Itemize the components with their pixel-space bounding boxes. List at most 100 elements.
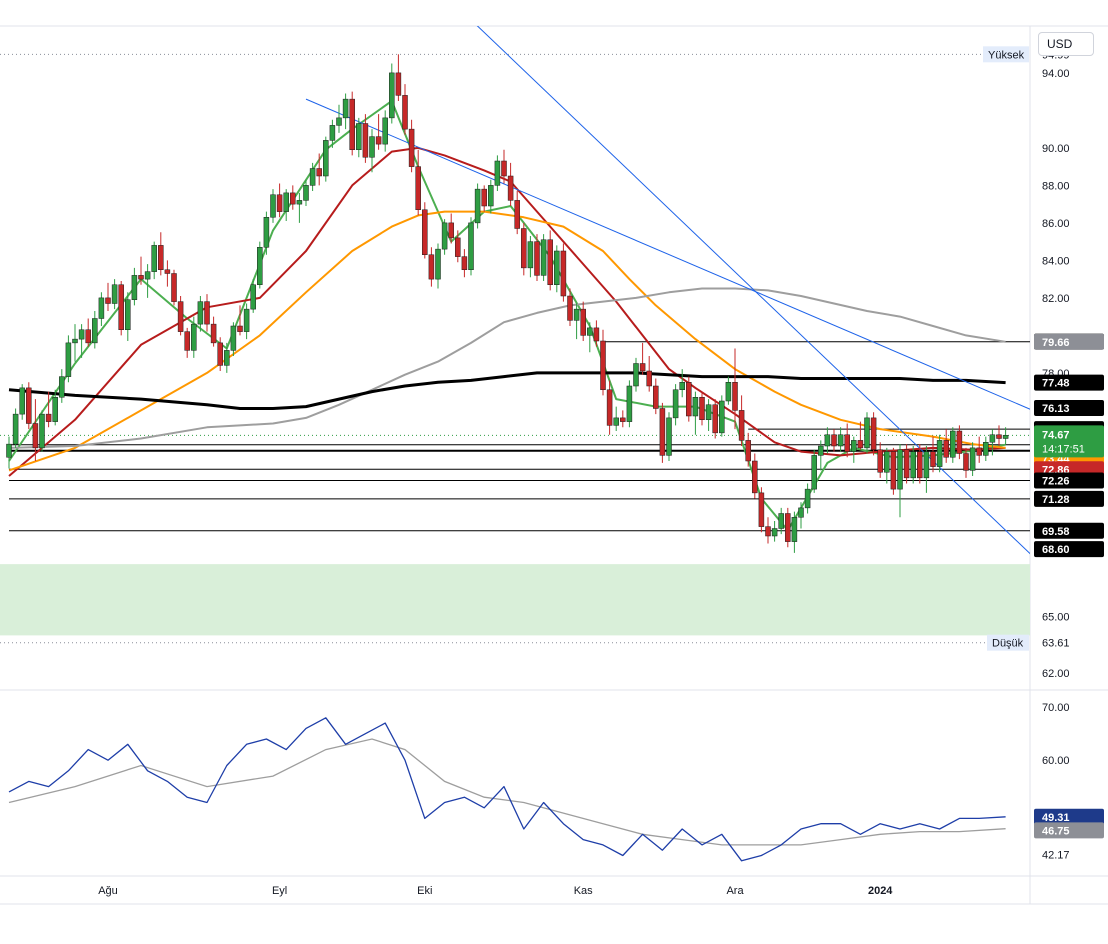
candle-body	[976, 447, 982, 456]
candle-body	[534, 241, 540, 276]
price-badge	[1034, 374, 1104, 391]
candle-body	[303, 185, 309, 201]
candle-bull	[342, 93, 349, 130]
candle-body	[118, 284, 124, 330]
candle-bear	[580, 301, 586, 341]
candle-bear	[903, 444, 910, 484]
candle-body	[646, 370, 652, 387]
candle-bear	[171, 269, 177, 306]
candle-body	[323, 140, 329, 177]
candle-bull	[791, 511, 798, 553]
candle-body	[257, 247, 263, 285]
candle-body	[158, 245, 164, 270]
candle-body	[837, 434, 844, 447]
candle-bull	[257, 241, 263, 289]
candle-bear	[831, 429, 837, 452]
candle-bear	[448, 213, 454, 244]
candle-bull	[131, 267, 138, 306]
channel-lower-line[interactable]	[305, 98, 1108, 478]
candle-bear	[732, 348, 738, 430]
candle-bull	[983, 436, 989, 461]
candle-bull	[554, 245, 560, 293]
candle-bull	[435, 243, 441, 289]
candle-body	[19, 387, 25, 415]
candle-bull	[283, 189, 289, 221]
candle-bear	[712, 399, 718, 439]
candle-bull	[527, 236, 534, 278]
candle-bull	[191, 316, 197, 358]
candle-body	[191, 323, 197, 351]
candle-bear	[204, 294, 210, 332]
candle-body	[270, 194, 276, 218]
sma-black-line	[8, 371, 1006, 410]
candle-bull	[197, 296, 204, 332]
candle-body	[204, 301, 210, 325]
candle-bull	[65, 335, 72, 383]
candle-body	[290, 192, 296, 205]
candle-bear	[785, 507, 791, 548]
price-badge-label: 79.66	[1042, 337, 1070, 349]
candle-body	[540, 239, 547, 276]
currency-button[interactable]: USD	[1038, 32, 1094, 56]
candle-body	[125, 299, 131, 330]
candle-bull	[92, 311, 98, 349]
candle-bear	[138, 256, 144, 285]
ema-fast-line	[8, 100, 1006, 532]
candle-body	[389, 72, 395, 119]
price-tick-label: 94.00	[1042, 68, 1070, 80]
candle-bear	[481, 185, 487, 212]
sma-gray-line	[8, 287, 1006, 449]
candle-bull	[798, 502, 804, 529]
candle-body	[626, 385, 633, 422]
price-badge-label: 71.28	[1042, 494, 1070, 506]
candle-body	[210, 323, 217, 344]
candle-body	[230, 325, 237, 351]
candle-bear	[547, 230, 553, 291]
candle-body	[950, 430, 956, 458]
time-axis-label: 2024	[868, 885, 893, 897]
candle-body	[45, 413, 52, 422]
candle-body	[65, 342, 72, 377]
candle-bear	[514, 191, 520, 235]
candle-bear	[567, 288, 573, 326]
candle-bull	[804, 483, 811, 514]
candle-body	[111, 284, 118, 304]
candle-bull	[98, 292, 105, 326]
candle-bull	[540, 234, 547, 281]
candle-bear	[85, 318, 91, 347]
candle-bull	[382, 110, 388, 152]
candle-bear	[745, 432, 751, 467]
candle-bear	[428, 247, 435, 287]
candle-bear	[943, 429, 949, 463]
candle-bear	[930, 436, 936, 473]
candle-body	[857, 440, 864, 449]
candle-bull	[587, 322, 593, 353]
price-badge-label: 76.13	[1042, 403, 1070, 415]
candle-body	[778, 513, 784, 529]
candle-bear	[765, 517, 771, 544]
candle-bull	[323, 136, 329, 182]
candle-bear	[877, 442, 883, 478]
candle-body	[692, 397, 699, 417]
candle-bear	[237, 305, 243, 336]
candle-bull	[111, 279, 118, 310]
candle-body	[732, 382, 738, 411]
candle-body	[356, 123, 362, 150]
candle-body	[791, 517, 798, 542]
rsi-tick-label: 70.00	[1042, 702, 1070, 714]
candle-body	[917, 451, 923, 479]
candle-body	[105, 297, 111, 304]
candle-body	[897, 449, 903, 490]
candle-bear	[455, 230, 461, 263]
candle-body	[758, 492, 765, 527]
candle-bull	[303, 179, 309, 206]
candle-bear	[158, 232, 164, 276]
candle-body	[1002, 435, 1009, 439]
candle-bull	[389, 63, 395, 124]
time-axis-label: Eki	[417, 885, 432, 897]
time-axis-label: Ara	[726, 885, 744, 897]
candle-bull	[864, 412, 870, 454]
price-badge-label: 77.48	[1042, 378, 1070, 390]
channel-upper-line[interactable]	[385, 0, 1108, 688]
